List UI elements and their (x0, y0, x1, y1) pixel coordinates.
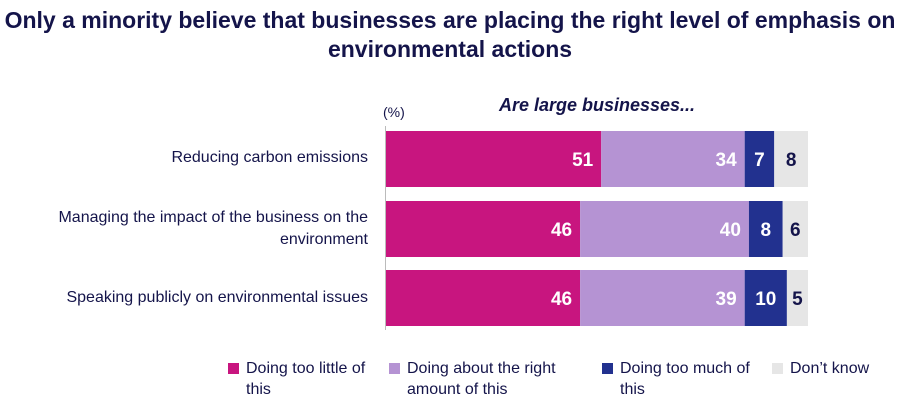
data-label: 8 (761, 220, 772, 241)
legend-swatch (389, 363, 400, 374)
data-label: 34 (716, 150, 738, 171)
data-label: 6 (790, 220, 801, 241)
data-label: 46 (551, 289, 572, 310)
legend-swatch (602, 363, 613, 374)
bar-segment (748, 201, 783, 257)
legend-label: Don’t know (790, 360, 870, 377)
chart-title: Only a minority believe that businesses … (4, 7, 896, 62)
legend-label: Doing about the right amount of this (407, 360, 556, 398)
legend-swatch (772, 363, 783, 374)
unit-label: (%) (383, 104, 405, 120)
category-label: Reducing carbon emissions (171, 149, 368, 166)
bar-segment (386, 131, 602, 187)
data-label: 7 (754, 150, 765, 171)
data-label: 40 (720, 220, 741, 241)
category-label: Managing the impact of the business on t… (58, 209, 368, 248)
bar-segment (786, 270, 808, 326)
bar-segment (744, 131, 775, 187)
data-label: 8 (786, 150, 797, 171)
bar-segment (580, 201, 749, 257)
legend-swatch (228, 363, 239, 374)
bar-segment (774, 131, 808, 187)
data-label: 10 (755, 289, 776, 310)
legend-item: Doing too much of this (602, 358, 760, 400)
legend-label: Doing too much of this (620, 360, 750, 398)
legend-item: Doing about the right amount of this (389, 358, 592, 400)
bar-segment (386, 270, 581, 326)
legend-label: Doing too little of this (246, 360, 366, 398)
y-axis-line (385, 126, 386, 330)
data-label: 51 (572, 150, 594, 171)
category-label: Speaking publicly on environmental issue… (66, 289, 368, 306)
bar-segment (601, 131, 745, 187)
data-label: 39 (716, 289, 737, 310)
bar-segment (580, 270, 745, 326)
chart-subtitle: Are large businesses... (498, 95, 696, 115)
bar-segment (386, 201, 581, 257)
legend-item: Doing too little of this (228, 358, 376, 400)
bar-segment (744, 270, 787, 326)
data-label: 5 (792, 289, 803, 310)
bar-segment (782, 201, 808, 257)
legend-item: Don’t know (772, 358, 900, 379)
data-label: 46 (551, 220, 572, 241)
